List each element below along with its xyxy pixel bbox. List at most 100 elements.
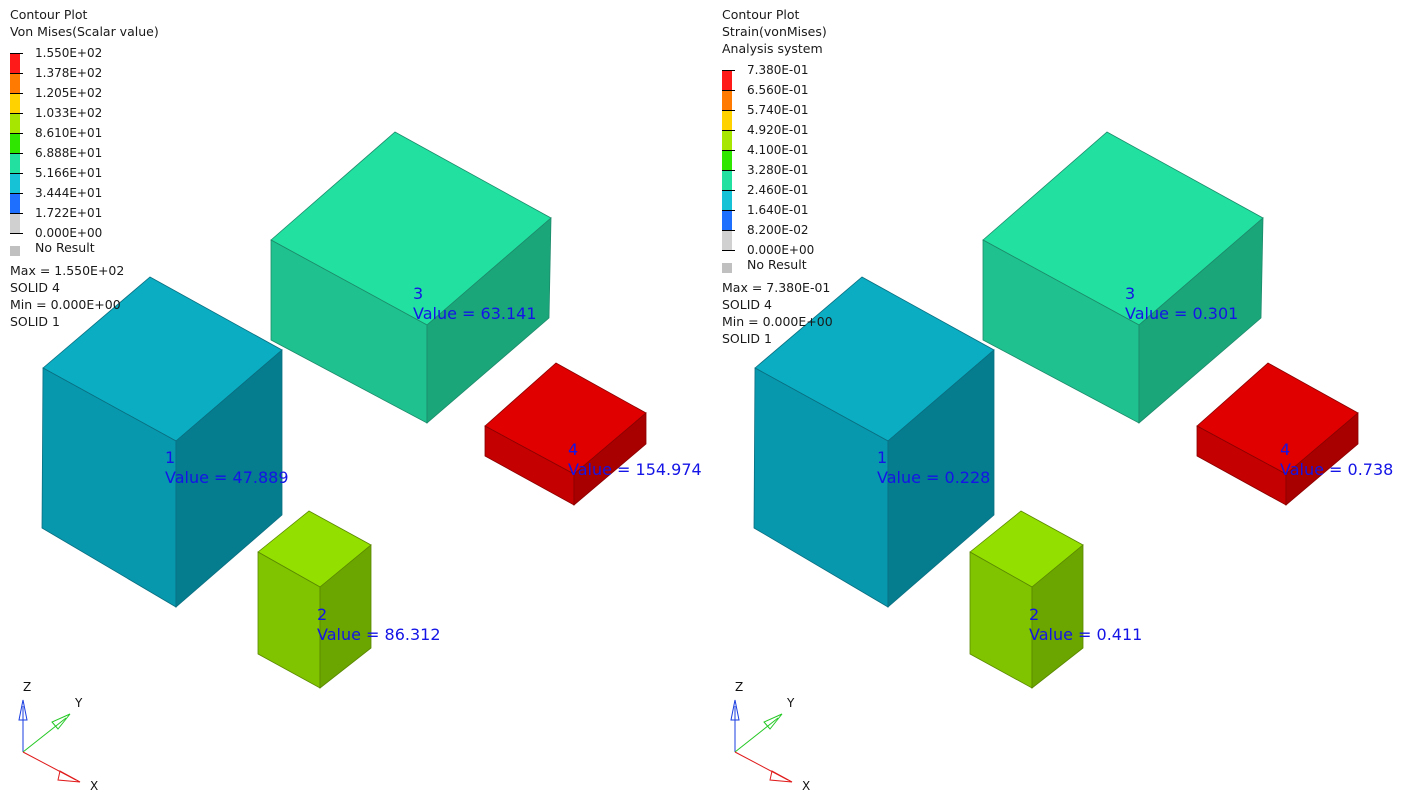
legend-value: 1.205E+02 (35, 86, 103, 100)
viewport-right[interactable] (712, 0, 1424, 800)
axis-z-label: Z (735, 680, 744, 694)
plot-type-label: Contour Plot (10, 7, 88, 22)
solid-id: 4 (568, 440, 579, 459)
no-result-label: No Result (35, 240, 95, 255)
legend-band (722, 130, 732, 150)
solid-1-side (175, 349, 283, 608)
contour-panel-left: Contour Plot Von Mises(Scalar value) 1.5… (0, 0, 712, 800)
solid-3-annotation: 3 Value = 63.141 (413, 284, 537, 324)
legend-value: 1.722E+01 (35, 206, 103, 220)
legend-value: 1.033E+02 (35, 106, 103, 120)
legend-value: 8.610E+01 (35, 126, 103, 140)
solid-value: Value = 0.228 (877, 468, 991, 487)
legend-value: 3.280E-01 (747, 163, 809, 177)
legend-value: 2.460E-01 (747, 183, 809, 197)
legend-value: 5.166E+01 (35, 166, 103, 180)
solid-3-side (426, 217, 552, 424)
solid-value: Value = 154.974 (568, 460, 702, 479)
solid-id: 2 (1029, 605, 1040, 624)
axis-triad-right (730, 699, 793, 783)
legend-value: 0.000E+00 (35, 226, 103, 240)
plot-type-label: Contour Plot (722, 7, 800, 22)
solid-id: 4 (1280, 440, 1291, 459)
no-result-swatch (722, 263, 732, 273)
solid-id: 1 (165, 448, 176, 467)
min-entity: SOLID 1 (10, 314, 60, 329)
min-value: Min = 0.000E+00 (10, 297, 121, 312)
solid-2[interactable] (969, 510, 1084, 689)
legend-band (722, 170, 732, 190)
min-value: Min = 0.000E+00 (722, 314, 833, 329)
solid-id: 2 (317, 605, 328, 624)
legend-band (10, 53, 20, 73)
solid-4[interactable] (484, 362, 647, 506)
solid-3[interactable] (982, 131, 1264, 424)
legend-value: 1.550E+02 (35, 46, 103, 60)
viewport-left[interactable] (0, 0, 712, 800)
solid-1-side (887, 349, 995, 608)
legend-band (10, 73, 20, 93)
legend-value: 7.380E-01 (747, 63, 809, 77)
solid-1[interactable] (41, 276, 283, 608)
legend-value: 3.444E+01 (35, 186, 103, 200)
legend-band (10, 133, 20, 153)
axis-z-label: Z (23, 680, 32, 694)
axis-x-label: X (802, 779, 811, 793)
legend-band (722, 190, 732, 210)
minmax-stats: Max = 7.380E-01 SOLID 4 Min = 0.000E+00 … (722, 279, 833, 347)
axis-y-label: Y (787, 696, 795, 710)
legend-value: 1.640E-01 (747, 203, 809, 217)
solid-1-annotation: 1 Value = 47.889 (165, 448, 289, 488)
solid-value: Value = 63.141 (413, 304, 537, 323)
legend-header: Contour Plot Von Mises(Scalar value) (10, 6, 159, 40)
legend-band (722, 110, 732, 130)
solid-3[interactable] (270, 131, 552, 424)
axis-triad-left (18, 699, 81, 783)
legend-value: 1.378E+02 (35, 66, 103, 80)
result-type-label: Von Mises(Scalar value) (10, 24, 159, 39)
legend-band (722, 70, 732, 90)
min-entity: SOLID 1 (722, 331, 772, 346)
solid-3-side (1138, 217, 1264, 424)
legend-value: 0.000E+00 (747, 243, 815, 257)
legend-band (722, 90, 732, 110)
axis-y-label: Y (75, 696, 83, 710)
legend-value: 8.200E-02 (747, 223, 809, 237)
solid-value: Value = 0.738 (1280, 460, 1394, 479)
legend-band (722, 230, 732, 250)
legend-value: 4.920E-01 (747, 123, 809, 137)
solid-id: 3 (1125, 284, 1136, 303)
solid-value: Value = 86.312 (317, 625, 441, 644)
no-result-label: No Result (747, 257, 807, 272)
max-entity: SOLID 4 (722, 297, 772, 312)
legend-band (10, 193, 20, 213)
no-result-swatch (10, 246, 20, 256)
contour-panel-right: Contour Plot Strain(vonMises) Analysis s… (712, 0, 1424, 800)
solid-2-annotation: 2 Value = 0.411 (1029, 605, 1142, 645)
solid-1[interactable] (753, 276, 995, 608)
solid-4[interactable] (1196, 362, 1359, 506)
max-value: Max = 1.550E+02 (10, 263, 125, 278)
legend-value: 5.740E-01 (747, 103, 809, 117)
axis-x-label: X (90, 779, 99, 793)
legend-value: 4.100E-01 (747, 143, 809, 157)
legend-band (722, 210, 732, 230)
solid-2-annotation: 2 Value = 86.312 (317, 605, 441, 645)
legend-value: 6.560E-01 (747, 83, 809, 97)
solid-value: Value = 47.889 (165, 468, 289, 487)
max-entity: SOLID 4 (10, 280, 60, 295)
solid-3-annotation: 3 Value = 0.301 (1125, 284, 1238, 324)
legend-band (722, 150, 732, 170)
legend-header: Contour Plot Strain(vonMises) Analysis s… (722, 6, 827, 57)
solid-2-side (319, 544, 372, 689)
solid-4-side (1285, 412, 1359, 506)
solid-id: 1 (877, 448, 888, 467)
result-type-label: Strain(vonMises) (722, 24, 827, 39)
solid-2[interactable] (257, 510, 372, 689)
legend-band (10, 213, 20, 233)
legend-value: 6.888E+01 (35, 146, 103, 160)
legend-band (10, 113, 20, 133)
legend-band (10, 153, 20, 173)
legend-band (10, 173, 20, 193)
solid-value: Value = 0.411 (1029, 625, 1143, 644)
